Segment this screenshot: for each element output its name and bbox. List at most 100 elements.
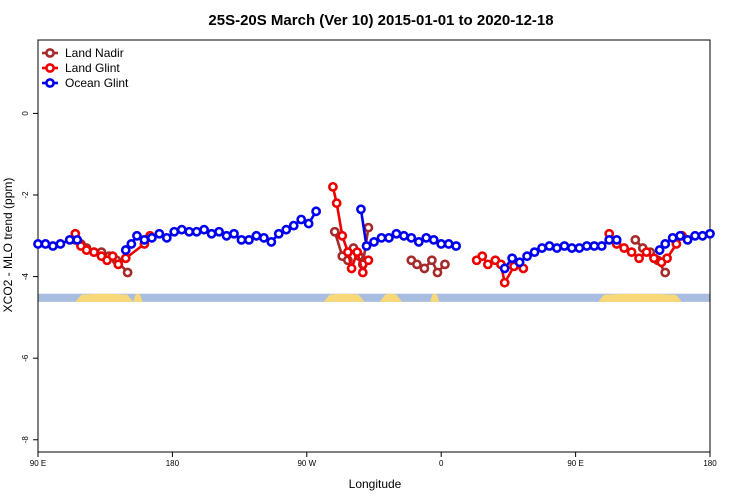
data-point-2-4-2	[667, 232, 678, 243]
y-axis-title: XCO2 - MLO trend (ppm)	[1, 178, 15, 313]
legend-label-0: Land Nadir	[65, 46, 124, 60]
ocean-strip	[38, 293, 710, 302]
data-point-2-1-22	[281, 224, 292, 235]
data-point-2-2-0	[356, 204, 366, 215]
data-point-2-3-14	[604, 234, 615, 245]
land-segment-0	[75, 293, 134, 302]
data-point-2-1-23	[288, 220, 299, 231]
data-point-2-1-10	[191, 226, 202, 237]
data-point-2-4-6	[697, 230, 708, 241]
data-point-2-3-15	[611, 234, 622, 245]
data-point-0-2-4	[432, 267, 443, 278]
data-point-2-1-8	[176, 224, 187, 235]
data-point-2-2-13	[451, 241, 462, 251]
data-point-2-2-5	[391, 228, 402, 239]
data-point-0-3-0	[630, 234, 641, 245]
data-point-1-1-0	[328, 181, 338, 192]
legend-marker-1	[45, 63, 55, 73]
data-point-2-2-11	[436, 239, 447, 249]
data-point-2-1-5	[154, 228, 165, 239]
data-point-1-1-4	[346, 263, 357, 274]
data-point-2-3-0	[499, 263, 510, 274]
data-point-1-0-8	[120, 253, 131, 264]
data-point-2-1-1	[126, 239, 137, 249]
data-point-2-4-3	[675, 230, 686, 241]
data-point-2-3-9	[566, 243, 577, 253]
data-point-2-2-12	[443, 239, 454, 249]
data-point-2-4-5	[690, 230, 700, 241]
y-tick-label-4: -8	[21, 436, 30, 444]
data-point-2-3-12	[589, 241, 600, 251]
legend-marker-0	[45, 48, 55, 58]
data-point-1-3-5	[641, 247, 652, 258]
data-point-1-3-6	[649, 253, 659, 264]
data-point-2-0-1	[40, 239, 51, 249]
data-point-0-1-0	[329, 226, 340, 237]
data-point-2-4-7	[705, 228, 715, 239]
data-point-1-1-3	[342, 247, 353, 258]
data-point-1-1-6	[357, 267, 368, 278]
data-point-2-3-5	[537, 243, 547, 253]
data-point-2-1-9	[184, 226, 195, 237]
data-point-2-3-7	[552, 243, 562, 253]
data-point-2-1-12	[206, 228, 217, 239]
x-tick-label-2: 90 W	[297, 459, 316, 468]
data-point-2-3-1	[507, 253, 518, 264]
data-point-2-0-3	[55, 239, 66, 249]
x-tick-label-1: 180	[166, 459, 180, 468]
data-point-2-1-11	[199, 224, 210, 235]
data-point-2-3-11	[581, 241, 592, 251]
data-point-0-1-6	[363, 222, 374, 233]
data-point-1-1-7	[363, 255, 374, 266]
data-point-2-3-8	[559, 241, 570, 251]
data-point-2-4-1	[660, 239, 671, 249]
data-point-2-0-4	[64, 234, 75, 245]
data-point-2-2-8	[413, 237, 424, 247]
data-point-2-3-2	[514, 257, 525, 268]
x-axis-title: Longitude	[349, 477, 402, 491]
data-point-1-0-7	[113, 259, 124, 270]
data-point-2-0-2	[48, 241, 58, 251]
data-point-1-3-4	[634, 253, 644, 264]
y-tick-label-1: -2	[21, 191, 30, 199]
data-point-2-1-3	[139, 234, 150, 245]
data-point-2-1-13	[214, 226, 224, 237]
land-segment-2	[323, 293, 365, 302]
data-point-2-4-4	[682, 234, 693, 245]
data-point-0-2-1	[412, 259, 422, 270]
data-point-2-2-7	[406, 232, 417, 243]
data-point-2-2-2	[369, 237, 379, 247]
data-point-2-1-16	[236, 234, 247, 245]
x-tick-label-3: 0	[439, 459, 444, 468]
data-point-2-2-9	[421, 232, 432, 243]
x-tick-label-4: 90 E	[567, 459, 583, 468]
data-point-0-2-2	[419, 263, 430, 274]
data-point-2-2-6	[398, 230, 409, 241]
y-tick-label-0: 0	[21, 111, 30, 116]
data-point-2-2-4	[384, 232, 394, 243]
data-point-1-0-6	[107, 251, 118, 262]
data-point-2-1-21	[273, 228, 284, 239]
data-point-2-1-17	[244, 234, 254, 245]
data-point-2-3-3	[522, 251, 532, 262]
data-point-2-2-10	[428, 234, 439, 245]
data-point-2-3-6	[544, 241, 555, 251]
data-point-2-2-3	[376, 232, 387, 243]
data-point-2-1-0	[120, 245, 131, 255]
land-segment-3	[379, 293, 402, 302]
data-point-0-2-3	[426, 255, 437, 266]
data-point-1-1-1	[331, 198, 342, 209]
legend-marker-2	[45, 78, 55, 88]
land-segment-5	[598, 293, 682, 302]
data-point-2-4-0	[654, 245, 665, 255]
data-point-2-0-0	[33, 239, 43, 249]
data-point-1-0-2	[81, 245, 92, 255]
data-point-2-1-19	[258, 232, 269, 243]
data-point-1-2-2	[482, 259, 493, 270]
data-point-2-1-25	[303, 218, 314, 229]
series-ocean-glint	[33, 204, 715, 274]
data-point-0-2-5	[440, 259, 450, 270]
legend-label-1: Land Glint	[65, 61, 120, 75]
